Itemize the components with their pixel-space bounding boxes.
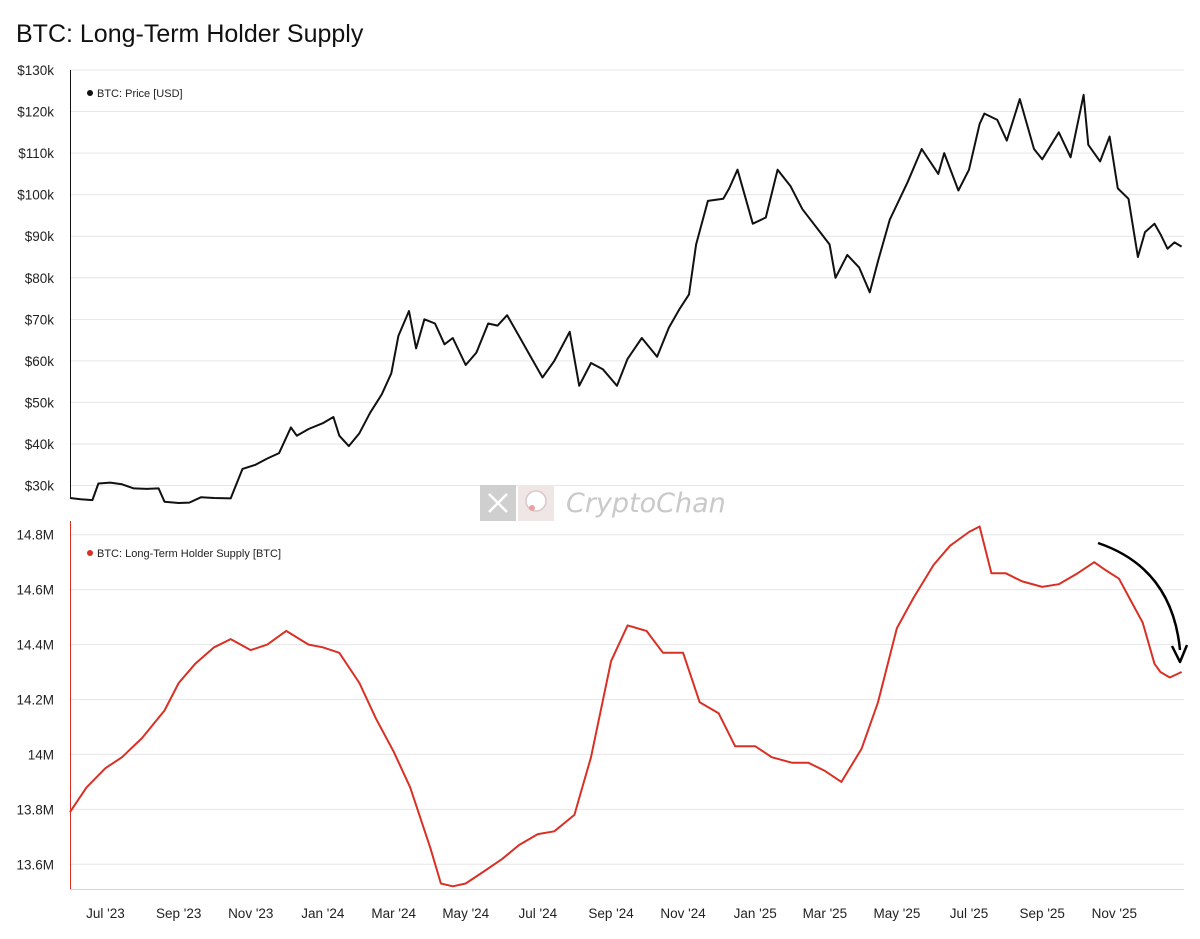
price-legend-label: BTC: Price [USD] [97,88,183,100]
x-tick-label: Mar '25 [803,906,848,921]
x-logo-glyph [488,493,508,513]
x-tick-label: Sep '24 [588,906,634,921]
supply-y-tick-label: 13.6M [16,857,54,872]
supply-y-tick-label: 13.8M [16,802,54,817]
watermark: CryptoChan [480,485,726,521]
x-tick-labels: Jul '23 Sep '23 Nov '23 Jan '24 Mar '24 May '… [86,906,1137,921]
price-y-tick-label: $130k [17,63,54,78]
x-tick-label: Sep '25 [1020,906,1065,921]
price-y-tick-label: $60k [25,354,55,369]
price-y-tick-label: $110k [18,146,54,161]
chart-title: BTC: Long-Term Holder Supply [16,20,364,48]
price-legend-dot [87,90,93,96]
down-arrow-annotation [1097,541,1189,664]
supply-y-tick-label: 14M [28,747,54,762]
y-tick-labels: $30k $40k $50k $60k $70k $80k $90k $100k $110k $1… [16,63,54,872]
supply-y-tick-label: 14.2M [16,693,54,708]
price-y-tick-label: $30k [25,479,55,494]
price-y-tick-label: $50k [25,395,55,410]
arrow-curve [1097,541,1182,651]
x-tick-label: Jul '25 [950,906,989,921]
x-tick-label: Jul '23 [86,906,125,921]
avatar-blush [529,505,535,511]
supply-legend-label: BTC: Long-Term Holder Supply [BTC] [97,548,281,560]
price-y-tick-label: $90k [25,229,55,244]
axes [70,70,1184,890]
x-tick-label: Mar '24 [371,906,416,921]
grid-lines [70,69,1184,865]
price-series-line [69,93,1183,504]
supply-legend: BTC: Long-Term Holder Supply [BTC] [87,548,281,560]
price-y-tick-label: $80k [25,271,55,286]
price-y-tick-label: $100k [17,188,54,203]
watermark-text: CryptoChan [566,488,726,519]
supply-series-line [69,525,1183,888]
x-tick-label: Nov '24 [660,906,706,921]
supply-y-tick-label: 14.4M [16,638,54,653]
price-legend: BTC: Price [USD] [87,88,183,100]
price-y-tick-label: $120k [17,105,54,120]
x-tick-label: May '25 [874,906,921,921]
x-tick-label: Nov '25 [1092,906,1137,921]
x-tick-label: Jul '24 [519,906,558,921]
supply-y-tick-label: 14.6M [16,583,54,598]
x-tick-label: May '24 [442,906,489,921]
supply-legend-dot [87,550,93,556]
price-y-tick-label: $70k [25,312,55,327]
x-tick-label: Jan '24 [301,906,345,921]
x-tick-label: Nov '23 [228,906,273,921]
x-tick-label: Sep '23 [156,906,201,921]
x-tick-label: Jan '25 [734,906,777,921]
arrow-head-icon [1170,644,1189,664]
price-y-tick-label: $40k [25,437,55,452]
supply-y-tick-label: 14.8M [16,528,54,543]
